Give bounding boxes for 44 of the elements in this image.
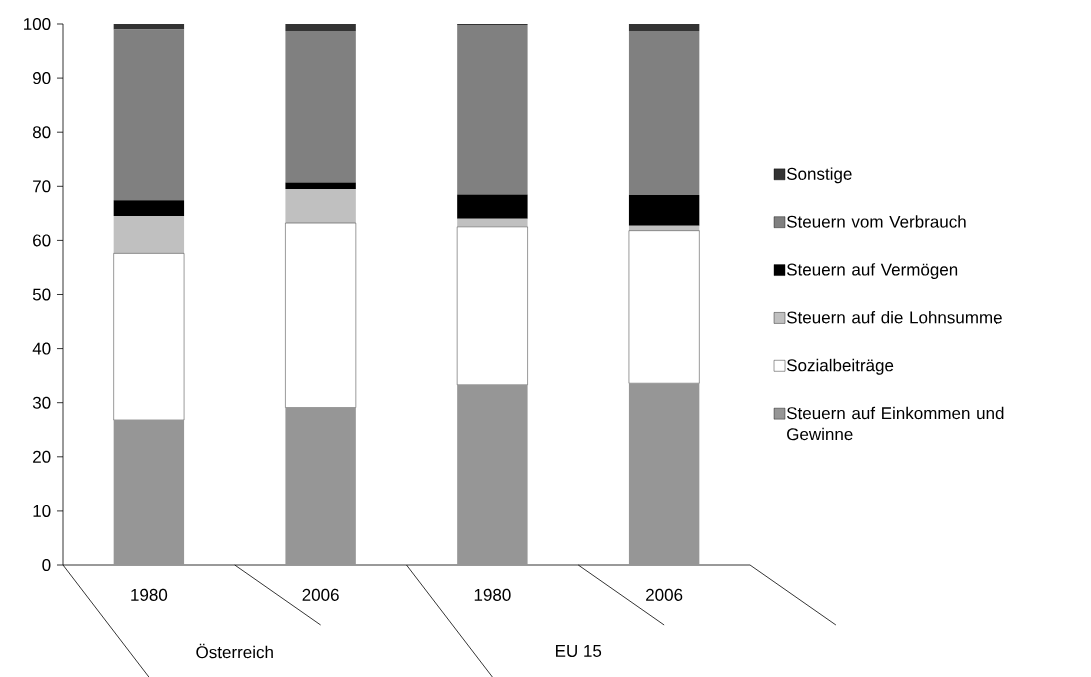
bar (457, 384, 528, 565)
bar (628, 24, 700, 32)
x-tick-label: 1980 (131, 588, 168, 601)
text: EU 15 (556, 645, 602, 657)
y-tick-label: 50 (32, 288, 51, 301)
y-tick-label: 20 (33, 450, 51, 463)
legend-label: Sonstige (786, 167, 852, 184)
legend-label: Sozialbeiträge (786, 358, 894, 375)
bar (113, 200, 185, 217)
y-tick-label: 80 (32, 126, 51, 139)
y-tick-label: 10 (33, 504, 51, 517)
bar (113, 24, 185, 30)
y-tick-label: 70 (33, 180, 51, 193)
bar (285, 189, 356, 224)
bar (285, 31, 356, 183)
y-tick-label: 60 (33, 234, 51, 247)
bar (457, 194, 528, 219)
y-tick-label: 30 (32, 396, 51, 409)
bar (113, 29, 185, 201)
x-tick-label: 2006 (646, 588, 683, 601)
x-tick-label: 2006 (302, 588, 339, 601)
bar (628, 383, 700, 565)
y-tick-label: 0 (42, 558, 51, 572)
y-tick-label: 90 (33, 72, 51, 85)
text: Österreich (196, 643, 273, 659)
legend-label: Steuern auf die Lohnsumme (786, 311, 1002, 324)
bar (628, 230, 700, 384)
bar (285, 24, 356, 32)
bar (285, 222, 357, 408)
legend-label: Steuern vom Verbrauch (786, 215, 966, 228)
bar (113, 253, 185, 421)
bar (113, 420, 185, 565)
bar (113, 216, 185, 254)
bar (628, 194, 700, 226)
bar (285, 182, 356, 189)
y-tick-label: 40 (32, 342, 51, 355)
bar (628, 31, 700, 195)
bar (457, 25, 528, 195)
y-tick-label: 100 (24, 17, 51, 31)
bar (285, 407, 356, 565)
bar (456, 226, 528, 386)
x-tick-label: 1980 (474, 588, 511, 601)
legend-label: Steuern auf Vermögen (786, 263, 958, 279)
legend-label: Steuern auf Einkommen und Gewinne (786, 406, 1004, 441)
